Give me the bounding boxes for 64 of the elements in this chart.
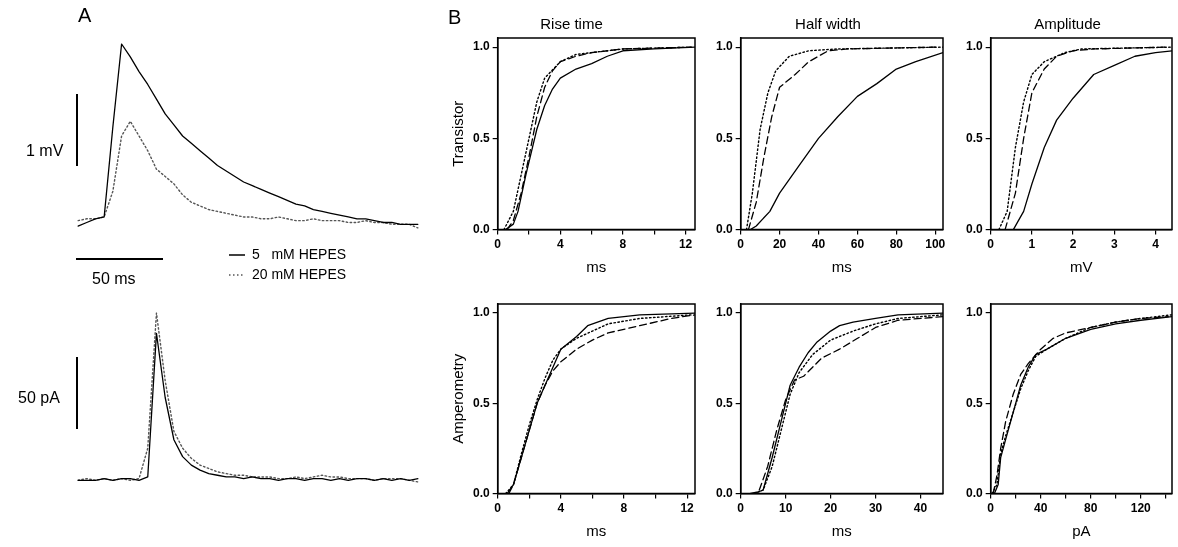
chart-title: Amplitude	[1034, 15, 1101, 33]
x-tick-label: 0	[737, 501, 745, 516]
y-tick-label: 0.5	[715, 130, 733, 145]
y-axis-title: Amperometry	[449, 353, 467, 444]
x-tick-label: 12	[680, 501, 695, 516]
x-tick-label: 12	[678, 237, 693, 252]
y-tick-label: 0.5	[965, 130, 983, 145]
x-tick-label: 20	[823, 501, 838, 516]
x-tick-label: 8	[619, 237, 627, 252]
x-tick-label: 40	[913, 501, 928, 516]
y-axis-title: Transistor	[449, 100, 467, 167]
x-tick-label: 0	[494, 237, 502, 252]
y-tick-label: 1.0	[715, 305, 733, 320]
y-tick-label: 1.0	[715, 39, 733, 54]
y-tick-label: 1.0	[965, 39, 983, 54]
y-tick-label: 0.5	[472, 130, 490, 145]
x-tick-label: 3	[1110, 237, 1118, 252]
x-tick-label: 20	[772, 237, 787, 252]
x-axis-title: ms	[586, 258, 607, 276]
x-tick-label: 80	[1084, 501, 1098, 516]
x-axis-title: mV	[1070, 258, 1093, 276]
y-tick-label: 1.0	[472, 39, 490, 54]
x-tick-label: 4	[557, 501, 565, 516]
x-tick-label: 0	[987, 237, 995, 252]
chart-title: Half width	[795, 15, 861, 33]
x-axis-title: ms	[586, 522, 607, 540]
legend-label: 20 mM HEPES	[252, 266, 347, 282]
y-tick-label: 1.0	[965, 305, 983, 320]
x-tick-label: 0	[987, 501, 995, 516]
y-tick-label: 0.0	[472, 221, 490, 236]
x-axis-title: ms	[831, 522, 852, 540]
x-tick-label: 60	[850, 237, 865, 252]
x-tick-label: 30	[868, 501, 883, 516]
x-tick-label: 2	[1069, 237, 1077, 252]
y-tick-label: 1.0	[472, 305, 490, 320]
y-tick-label: 0.5	[715, 395, 733, 410]
x-tick-label: 40	[1034, 501, 1048, 516]
y-tick-label: 0.0	[965, 485, 983, 500]
text: B	[448, 5, 462, 28]
x-tick-label: 4	[556, 237, 564, 252]
y-tick-label: 0.0	[715, 485, 733, 500]
x-axis-title: ms	[831, 258, 852, 276]
x-tick-label: 1	[1028, 237, 1036, 252]
x-tick-label: 120	[1130, 501, 1152, 516]
y-tick-label: 0.0	[715, 221, 733, 236]
y-tick-label: 0.5	[965, 395, 983, 410]
x-tick-label: 0	[494, 501, 502, 516]
chart-title: Rise time	[540, 15, 603, 33]
x-tick-label: 4	[1152, 237, 1160, 252]
legend-label: 5 mM HEPES	[252, 246, 347, 262]
y-tick-label: 0.5	[472, 395, 490, 410]
y-tick-label: 0.0	[965, 221, 983, 236]
text: 50 ms	[92, 270, 136, 288]
x-tick-label: 10	[778, 501, 793, 516]
y-tick-label: 0.0	[472, 485, 490, 500]
x-tick-label: 0	[737, 237, 745, 252]
x-tick-label: 8	[620, 501, 628, 516]
x-tick-label: 40	[811, 237, 826, 252]
x-tick-label: 80	[889, 237, 904, 252]
text: 1 mV	[26, 142, 64, 160]
x-axis-title: pA	[1072, 522, 1091, 540]
text: 50 pA	[18, 389, 61, 407]
chart-title: A	[78, 3, 92, 26]
x-tick-label: 100	[925, 237, 946, 252]
